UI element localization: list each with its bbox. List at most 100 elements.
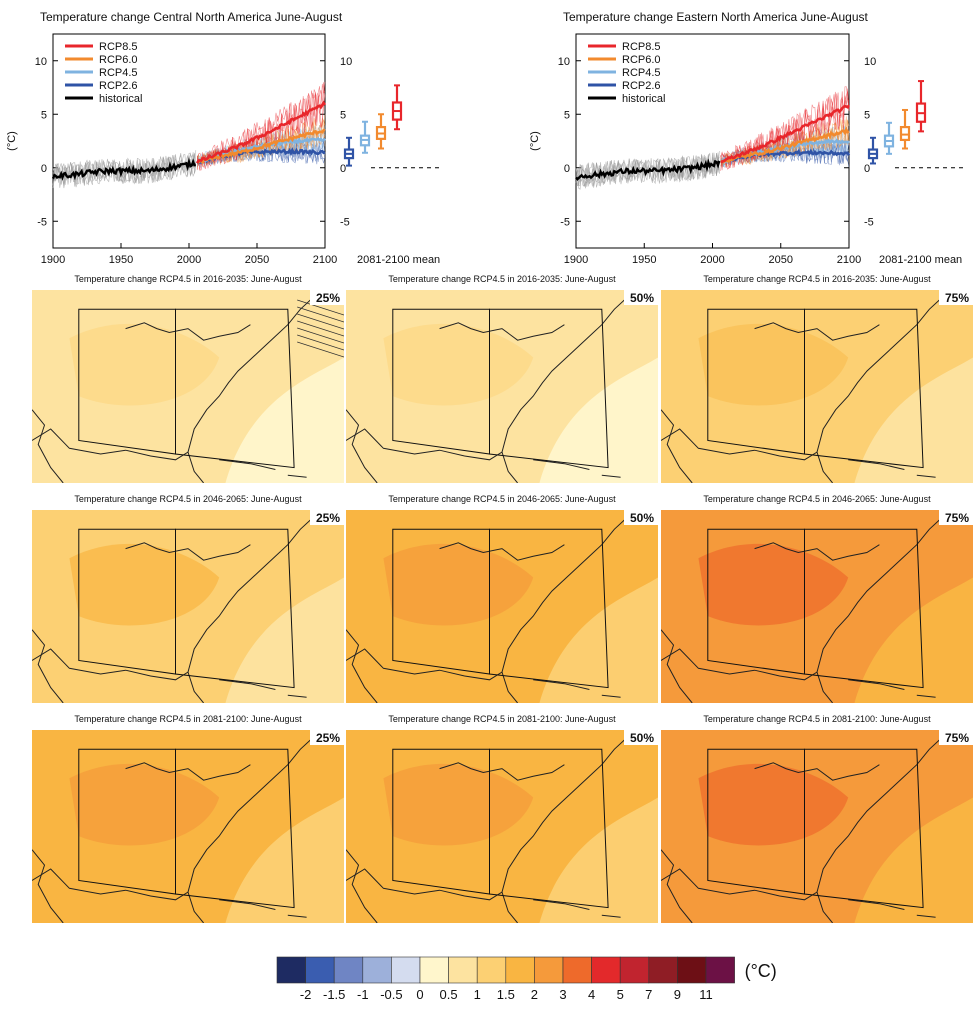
legend-label: RCP4.5 [622,67,661,79]
x-tick-label: 2050 [245,254,269,266]
box-iqr [899,125,911,142]
map-ocean-patch [854,797,973,923]
colorbar-swatch [591,956,621,984]
colorbar-tick-label: 7 [645,987,652,1002]
map-title: Temperature change RCP4.5 in 2016-2035: … [388,274,616,284]
percentile-badge-bg [939,289,973,305]
series-mean-rcp6-0 [720,126,850,164]
map-coastline-caribbean [533,899,621,918]
map-hatch-line [297,313,344,330]
percentile-badge-bg [624,509,658,525]
map-field [346,290,658,483]
colorbar-swatch [305,956,335,984]
map-region-eastern [175,528,295,689]
y-tick-label: 5 [564,109,570,121]
x-tick-label: 1950 [632,254,656,266]
map-warm-patch [383,543,534,626]
percentile-label: 75% [945,511,969,525]
x-tick-label: 2000 [700,254,724,266]
map-ocean-patch [225,357,344,483]
y-tick-label: 0 [41,163,47,175]
map-region-eastern [804,308,924,469]
colorbar-tick-label: -0.5 [380,987,402,1002]
map-ocean-patch [539,797,658,923]
colorbar-tick-label: 0.5 [440,987,458,1002]
map-coastline-great-lakes [439,322,565,341]
right-y-tick-label: 5 [864,109,870,121]
map-ocean-patch [854,357,973,483]
series-mean-rcp8-5 [196,100,327,164]
map-coastline-atlantic [816,517,943,673]
colorbar-tick-label: 5 [617,987,624,1002]
map-panel-row1-col3: Temperature change RCP4.5 in 2016-2035: … [661,274,973,483]
colorbar-swatch [476,956,507,984]
map-coastline-west [661,849,693,923]
legend-label: historical [622,93,665,105]
colorbar-tick-label: -2 [300,987,312,1002]
legend-label: RCP4.5 [99,67,138,79]
map-field [32,290,344,483]
map-coastline-atlantic [187,737,314,893]
y-tick-label: 10 [35,56,47,68]
y-tick-label: -5 [560,216,570,228]
map-warm-patch [698,323,849,406]
x-tick-label: 2050 [769,254,793,266]
x-tick-label: 2100 [313,254,337,266]
map-ocean-patch [225,797,344,923]
colorbar-swatch [619,956,650,984]
map-coastline-gulf [32,868,204,923]
colorbar-swatch [562,956,592,984]
percentile-label: 25% [316,731,340,745]
colorbar-tick-label: -1 [357,987,369,1002]
map-coastline-great-lakes [754,542,880,561]
map-region-eastern [489,528,609,689]
map-title: Temperature change RCP4.5 in 2081-2100: … [703,714,931,724]
map-warm-patch [383,323,534,406]
map-field [346,730,658,923]
map-region-eastern [175,748,295,909]
map-coastline-atlantic [816,297,943,453]
map-coastline-caribbean [848,459,936,478]
y-tick-label: -5 [37,216,47,228]
map-ocean-patch [539,577,658,703]
x-tick-label: 1900 [41,254,65,266]
map-coastline-atlantic [501,297,628,453]
map-coastline-west [661,409,693,483]
map-warm-patch [698,543,849,626]
percentile-label: 25% [316,291,340,305]
map-coastline-great-lakes [125,762,251,781]
map-coastline-west [661,629,693,703]
map-warm-patch [69,323,220,406]
historical-model-spread [575,152,720,189]
y-axis-label: (°C) [6,131,18,151]
percentile-label: 25% [316,511,340,525]
colorbar-swatch [534,956,564,984]
map-panel-row3-col1: Temperature change RCP4.5 in 2081-2100: … [32,714,344,923]
right-y-tick-label: 0 [864,163,870,175]
map-warm-patch [383,763,534,846]
right-y-tick-label: -5 [864,216,874,228]
map-coastline-west [346,629,378,703]
percentile-label: 75% [945,731,969,745]
period-mean-label: 2081-2100 mean [879,254,962,266]
percentile-badge-bg [624,289,658,305]
map-coastline-gulf [346,648,518,703]
colorbar-swatch [333,956,364,984]
legend-label: RCP2.6 [622,80,661,92]
legend-label: RCP6.0 [622,54,661,66]
map-ocean-patch [854,577,973,703]
x-tick-label: 1950 [109,254,133,266]
map-coastline-great-lakes [754,322,880,341]
percentile-label: 50% [630,731,654,745]
map-coastline-caribbean [533,679,621,698]
colorbar-unit: (°C) [745,961,777,981]
colorbar-swatch [362,956,392,984]
map-coastline-caribbean [533,459,621,478]
map-coastline-atlantic [187,297,314,453]
map-coastline-gulf [32,428,204,483]
percentile-badge-bg [310,509,344,525]
x-tick-label: 2100 [837,254,861,266]
map-region-eastern [489,308,609,469]
